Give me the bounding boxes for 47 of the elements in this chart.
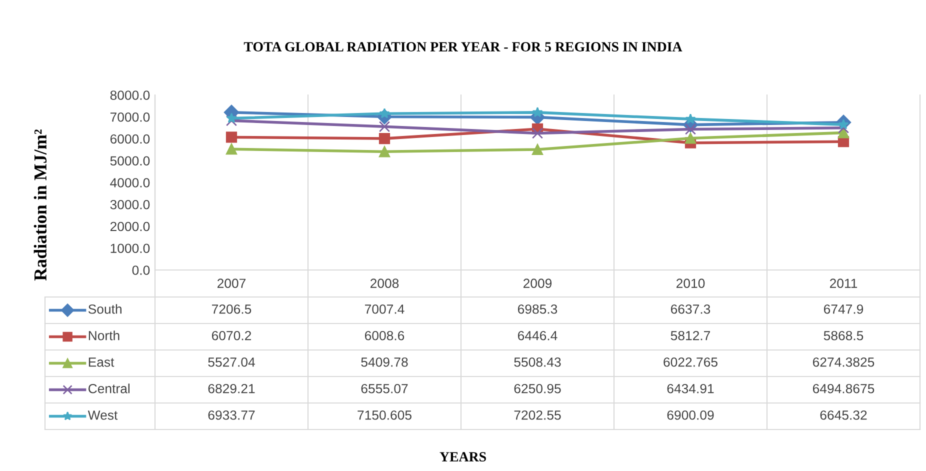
data-label: 6446.4 (518, 330, 558, 340)
y-tick-label: 2000.0 (110, 222, 150, 232)
data-label: 6645.32 (820, 410, 867, 420)
y-tick-label: 7000.0 (110, 112, 150, 122)
legend-label: Central (88, 384, 130, 394)
text: YEARS (440, 452, 486, 462)
data-label: 6555.07 (361, 384, 408, 394)
legend-label: West (88, 410, 118, 420)
data-label: 7206.5 (212, 304, 252, 314)
legend-label: East (88, 358, 114, 367)
y-tick-label: 0.0 (132, 266, 150, 275)
x-tick-label: 2011 (830, 278, 858, 288)
data-label: 5527.04 (208, 357, 255, 367)
data-label: 6985.3 (518, 304, 558, 314)
y-tick-label: 5000.0 (110, 156, 150, 166)
data-label: 6022.765 (664, 357, 718, 367)
data-label: 6747.9 (824, 304, 864, 314)
y-tick-label: 3000.0 (110, 200, 150, 210)
data-label: 6250.95 (514, 384, 561, 394)
legend-label: North (88, 330, 120, 340)
y-tick-label: 4000.0 (110, 178, 150, 188)
chart-title: TOTA GLOBAL RADIATION PER YEAR - FOR 5 REGIONS IN INDIA (244, 42, 682, 52)
data-label: 6274.3825 (812, 357, 874, 367)
data-label: 6494.8675 (812, 384, 874, 394)
data-label: 6933.77 (208, 410, 255, 420)
data-label: 6434.91 (667, 384, 714, 394)
data-label: 6900.09 (667, 410, 714, 420)
legend-label: South (88, 304, 122, 314)
data-label: 7150.605 (358, 410, 412, 420)
data-label: 7202.55 (514, 410, 561, 420)
x-tick-label: 2008 (370, 278, 399, 288)
x-tick-label: 2009 (523, 278, 552, 288)
data-label: 5812.7 (670, 330, 710, 340)
data-label: 5508.43 (514, 357, 561, 367)
data-label: 5868.5 (824, 330, 864, 340)
data-label: 6829.21 (208, 384, 255, 394)
data-label: 6637.3 (670, 304, 710, 314)
data-label: 6070.2 (212, 330, 252, 340)
y-tick-label: 6000.0 (110, 134, 150, 144)
data-label: 5409.78 (361, 357, 408, 367)
y-tick-label: 1000.0 (110, 244, 150, 254)
y-tick-label: 8000.0 (110, 90, 150, 100)
y-axis-title: Radiation in MJ/m² (34, 129, 47, 281)
x-tick-label: 2010 (676, 278, 705, 288)
x-tick-label: 2007 (217, 278, 246, 288)
data-label: 7007.4 (365, 304, 404, 314)
data-label: 6008.6 (364, 330, 404, 340)
